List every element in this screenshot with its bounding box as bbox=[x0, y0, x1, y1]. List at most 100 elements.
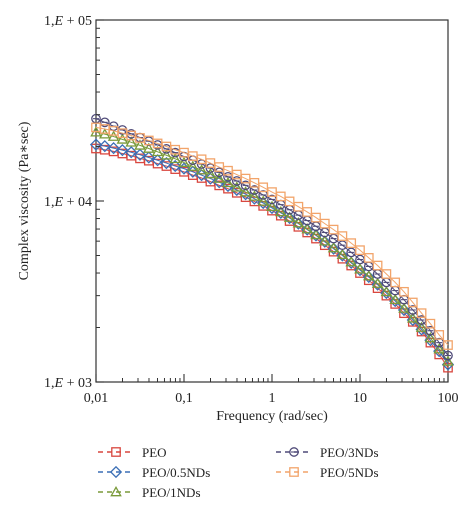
series-5 bbox=[91, 122, 453, 350]
x-tick-label: 100 bbox=[438, 391, 459, 406]
legend-marker bbox=[289, 447, 299, 457]
data-point bbox=[381, 269, 392, 279]
data-point bbox=[318, 235, 331, 248]
data-point bbox=[283, 211, 296, 222]
data-point bbox=[425, 318, 436, 329]
data-point bbox=[443, 350, 453, 361]
data-point bbox=[222, 176, 234, 188]
data-point bbox=[265, 201, 279, 215]
data-point bbox=[292, 217, 305, 228]
data-point bbox=[346, 238, 357, 248]
data-point bbox=[345, 256, 358, 267]
series-line bbox=[95, 118, 449, 356]
data-point bbox=[274, 206, 287, 219]
data-point bbox=[293, 201, 304, 212]
x-tick-label: 1 bbox=[269, 391, 276, 406]
data-point bbox=[406, 313, 419, 327]
y-axis-title: Complex viscosity (Pa∗sec) bbox=[17, 121, 32, 280]
legend-item: PEO/3NDs bbox=[276, 445, 379, 460]
data-point bbox=[142, 142, 155, 153]
data-point bbox=[275, 191, 286, 202]
series-line bbox=[95, 144, 449, 365]
legend-marker bbox=[110, 485, 122, 497]
series-line bbox=[95, 126, 449, 346]
series-3 bbox=[90, 126, 454, 366]
data-point bbox=[371, 277, 384, 288]
series-2 bbox=[89, 138, 455, 371]
legend-item: PEO bbox=[98, 445, 167, 460]
data-point bbox=[301, 223, 314, 236]
x-tick-label: 0,1 bbox=[175, 391, 193, 406]
data-point bbox=[389, 294, 402, 308]
data-point bbox=[380, 285, 393, 297]
data-point bbox=[133, 148, 147, 161]
data-point bbox=[283, 211, 296, 225]
data-point bbox=[178, 156, 190, 167]
data-point bbox=[327, 242, 340, 255]
data-point bbox=[336, 249, 349, 262]
series-layer bbox=[89, 113, 455, 373]
data-point bbox=[99, 117, 110, 128]
data-point bbox=[186, 160, 199, 171]
data-point bbox=[415, 321, 428, 332]
series-1 bbox=[91, 143, 453, 373]
data-point bbox=[134, 139, 146, 150]
data-point bbox=[380, 286, 393, 300]
data-point bbox=[328, 224, 339, 235]
data-point bbox=[169, 152, 182, 164]
data-point bbox=[230, 181, 243, 192]
data-point bbox=[257, 196, 270, 210]
x-axis-title: Frequency (rad/sec) bbox=[216, 409, 328, 424]
data-point bbox=[89, 138, 103, 151]
data-point bbox=[443, 362, 453, 373]
series-line bbox=[95, 131, 449, 362]
legend-label: PEO/0.5NDs bbox=[142, 465, 210, 480]
data-point bbox=[204, 167, 217, 179]
data-point bbox=[398, 302, 410, 313]
data-point bbox=[434, 330, 445, 340]
data-point bbox=[362, 270, 375, 281]
data-point bbox=[266, 200, 278, 212]
data-point bbox=[399, 286, 409, 297]
data-point bbox=[433, 343, 446, 354]
data-point bbox=[125, 146, 138, 159]
data-point bbox=[107, 141, 120, 155]
data-point bbox=[372, 260, 383, 271]
data-point bbox=[424, 331, 437, 343]
data-point bbox=[107, 130, 120, 141]
data-point bbox=[160, 149, 173, 160]
data-point bbox=[125, 136, 138, 147]
data-point bbox=[311, 212, 321, 223]
axes: 0,01 0,1 1 10 100 1,E + 03 1,E + 04 1,E + 05 bbox=[44, 14, 458, 406]
legend-label: PEO bbox=[142, 445, 167, 460]
legend-marker bbox=[289, 467, 299, 477]
data-point bbox=[353, 264, 367, 277]
data-point bbox=[397, 303, 411, 317]
data-point bbox=[213, 172, 226, 183]
data-point bbox=[160, 156, 173, 170]
series-4 bbox=[91, 113, 453, 361]
y-tick-label: 1,E + 05 bbox=[44, 14, 92, 29]
data-point bbox=[319, 218, 330, 229]
x-tick-label: 10 bbox=[353, 391, 367, 406]
data-point bbox=[406, 312, 419, 323]
legend-item: PEO/0.5NDs bbox=[98, 465, 210, 480]
data-point bbox=[301, 223, 314, 234]
data-point bbox=[362, 270, 375, 284]
y-tick-label: 1,E + 03 bbox=[44, 376, 92, 391]
legend-marker bbox=[109, 465, 123, 479]
data-point bbox=[284, 196, 295, 207]
legend-item: PEO/5NDs bbox=[276, 465, 379, 480]
series-line bbox=[95, 148, 449, 368]
legend-item: PEO/1NDs bbox=[98, 485, 201, 500]
data-point bbox=[443, 340, 453, 350]
data-point bbox=[169, 159, 182, 173]
data-point bbox=[239, 186, 252, 197]
legend-label: PEO/3NDs bbox=[320, 445, 379, 460]
data-point bbox=[204, 172, 217, 185]
data-point bbox=[371, 278, 384, 291]
data-point bbox=[248, 190, 261, 201]
data-point bbox=[336, 248, 349, 260]
